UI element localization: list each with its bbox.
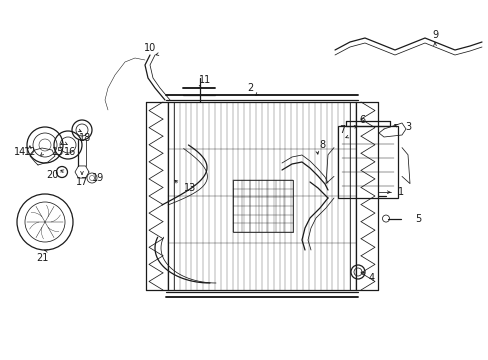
Text: 8: 8 xyxy=(318,140,325,150)
Text: 11: 11 xyxy=(199,75,211,85)
Bar xyxy=(337,126,397,198)
Text: 12: 12 xyxy=(24,147,36,157)
Text: 20: 20 xyxy=(46,170,58,180)
Text: 1: 1 xyxy=(397,187,403,197)
Text: 15: 15 xyxy=(52,147,64,157)
Text: 13: 13 xyxy=(183,183,196,193)
Text: 14: 14 xyxy=(14,147,26,157)
Text: 3: 3 xyxy=(404,122,410,132)
Text: 17: 17 xyxy=(76,177,88,187)
Text: 5: 5 xyxy=(414,213,420,224)
Bar xyxy=(232,180,292,232)
Text: 6: 6 xyxy=(358,115,365,125)
Text: 10: 10 xyxy=(143,43,156,53)
Text: 7: 7 xyxy=(338,125,345,135)
Text: 4: 4 xyxy=(368,273,374,283)
Text: 9: 9 xyxy=(431,30,437,40)
Text: 21: 21 xyxy=(36,253,48,263)
Text: 16: 16 xyxy=(64,147,76,157)
Text: 19: 19 xyxy=(92,173,104,183)
Text: 2: 2 xyxy=(246,83,253,93)
Text: 18: 18 xyxy=(79,133,91,143)
